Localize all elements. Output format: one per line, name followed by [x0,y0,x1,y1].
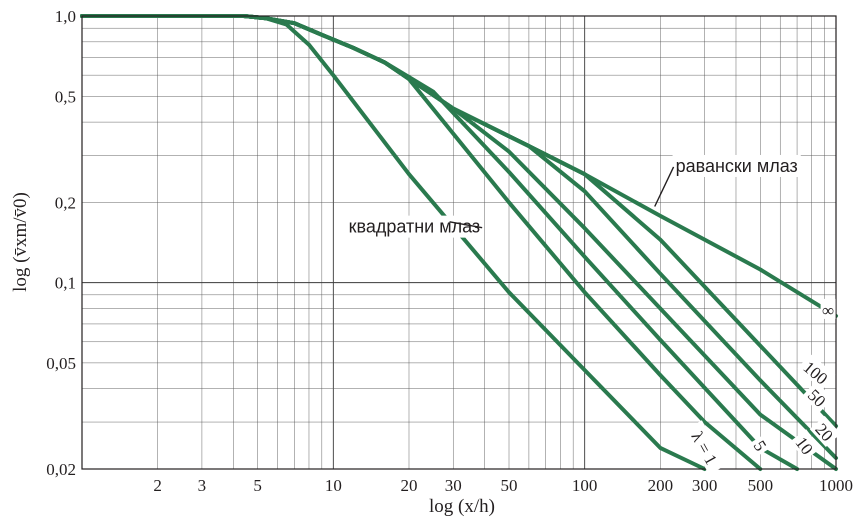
x-tick-label: 1000 [819,476,853,495]
annotation-label: квадратни млаз [349,217,481,237]
curves [80,14,838,471]
y-tick-labels: 1,0 0,5 0,2 0,1 0,05 0,02 [46,7,76,479]
x-axis-label: log (x/h) [429,496,495,517]
curve-label-bg [820,298,836,319]
curve-label-bg [809,415,841,448]
x-tick-label: 5 [253,476,262,495]
curve-label-text: 50 [804,385,829,410]
y-tick-label: 0,1 [55,274,76,293]
curve-label: 5 [748,433,774,457]
y-tick-label: 0,02 [46,460,76,479]
y-axis-label: log (v̄xm/v̄0) [10,192,31,292]
annotation-leader [654,166,675,207]
curve-label: 100 [797,353,836,391]
annotation-bg [345,215,484,238]
x-tick-label: 500 [748,476,774,495]
x-tick-label: 3 [198,476,207,495]
x-tick-label: 300 [692,476,718,495]
curve-label-bg [802,381,834,413]
curve-label-bg [684,420,727,475]
y-tick-label: 0,5 [55,87,76,106]
annotation-leader [449,221,483,229]
x-tick-label: 200 [648,476,674,495]
x-tick-label: 20 [400,476,417,495]
annotations: равански млаз квадратни млаз [345,154,801,238]
x-tick-label: 50 [501,476,518,495]
annotation-label: равански млаз [676,156,798,176]
curve-label-bg [748,433,774,457]
annotation-bg [672,154,801,177]
series-line [80,14,838,471]
y-tick-label: 0,05 [46,354,76,373]
curve-label-bg [790,429,821,461]
x-tick-labels: 2 3 5 10 20 30 50 100 200 300 500 1000 [153,476,853,495]
x-tick-label: 2 [153,476,162,495]
series-line [80,14,800,471]
curve-label-bg [797,353,836,391]
x-tick-label: 100 [572,476,598,495]
series-line [80,14,707,471]
grid [82,16,836,469]
plot-border [81,15,837,470]
y-tick-label: 0,2 [55,193,76,212]
curve-label: λ = 1 [684,420,727,475]
x-tick-label: 30 [445,476,462,495]
y-tick-label: 1,0 [55,7,76,26]
curve-label: ∞ [820,298,836,320]
plot-frame [81,15,837,470]
x-tick-label: 10 [325,476,342,495]
series-line [80,14,838,318]
curve-label-text: ∞ [822,301,834,320]
